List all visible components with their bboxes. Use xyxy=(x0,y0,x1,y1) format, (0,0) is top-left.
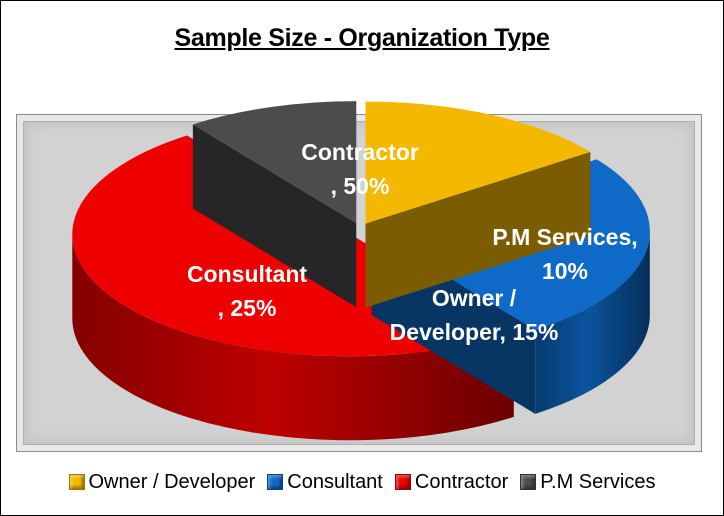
legend-swatch-consultant xyxy=(267,474,284,490)
legend-item-pm-services[interactable]: P.M Services xyxy=(520,471,655,494)
slice-edge-wall xyxy=(192,124,357,308)
legend-swatch-pm-services xyxy=(520,474,537,490)
slice-outer-wall xyxy=(535,231,650,414)
slice-label-line: , 50% xyxy=(331,173,390,199)
chart-title: Sample Size - Organization Type xyxy=(174,24,550,52)
legend-label-pm-services: P.M Services xyxy=(540,470,656,493)
legend-swatch-owner-developer xyxy=(68,474,85,490)
slice-label-line: Contractor xyxy=(301,139,419,165)
slice-label-line: Owner / xyxy=(432,285,517,311)
legend-item-contractor[interactable]: Contractor xyxy=(394,470,509,494)
slice-top xyxy=(192,101,357,224)
pie-slice-p-m-services[interactable] xyxy=(192,101,357,308)
legend-swatch-contractor xyxy=(394,474,411,490)
legend-label-consultant: Consultant xyxy=(287,470,383,493)
pie-slice-owner-developer[interactable] xyxy=(365,101,591,308)
legend-label-contractor: Contractor xyxy=(414,470,509,493)
slice-label-line: , 25% xyxy=(218,295,277,321)
legend: Owner / Developer Consultant Contractor … xyxy=(0,470,724,494)
slice-label-line: 10% xyxy=(542,258,588,284)
slice-top xyxy=(365,101,591,224)
slice-label-line: Consultant xyxy=(187,261,307,287)
slice-label-line: Developer, 15% xyxy=(390,319,559,345)
slice-outer-wall xyxy=(72,234,514,441)
slice-edge-wall xyxy=(365,151,591,308)
legend-item-consultant[interactable]: Consultant xyxy=(267,471,383,494)
slice-label-line: P.M Services, xyxy=(492,224,637,250)
legend-label-owner-developer: Owner / Developer xyxy=(88,470,256,493)
legend-item-owner-developer[interactable]: Owner / Developer xyxy=(68,470,256,494)
